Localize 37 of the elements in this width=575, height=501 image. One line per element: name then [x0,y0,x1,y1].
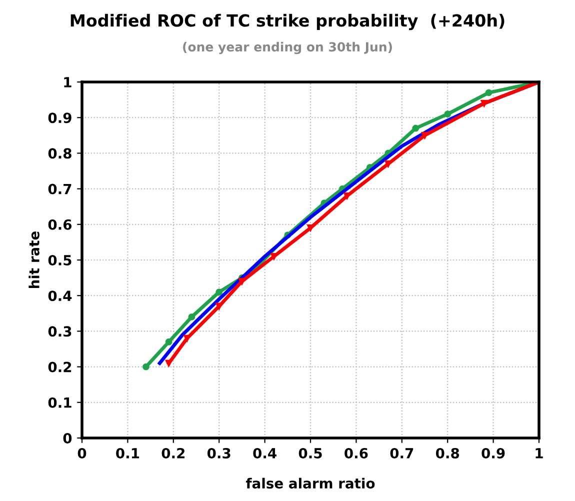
point [412,124,420,132]
x-tick-label: 0.7 [390,448,414,458]
y-tick-label: 0.1 [48,397,72,408]
x-tick-label: 0.4 [253,448,276,458]
chart-subtitle: (one year ending on 30th Jun) [183,42,392,54]
y-axis-title: hit rate [28,231,40,288]
y-tick-label: 0 [63,432,72,444]
point [142,363,150,370]
x-tick-label: 0.3 [207,448,230,458]
y-tick-label: 0.7 [48,184,72,194]
x-tick-label: 0.5 [298,448,322,458]
x-tick-label: 0 [78,448,86,458]
point [216,288,223,296]
y-tick-label: 0.6 [48,219,72,230]
x-axis-title: false alarm ratio [246,478,375,489]
y-tick-label: 1 [64,77,72,88]
point [165,360,172,367]
point [188,313,196,320]
x-tick-label: 0.9 [482,448,505,458]
y-tick-label: 0.9 [48,112,72,124]
x-tick-label: 0.6 [344,448,368,458]
point [485,89,492,96]
point [307,224,314,232]
y-tick-label: 0.2 [48,362,72,372]
point [444,110,452,118]
point [165,338,172,346]
x-tick-label: 0.2 [162,448,184,458]
x-tick-label: 0.8 [436,448,460,458]
y-tick-label: 0.8 [48,148,72,159]
chart-title: Modified ROC of TC strike probability (+240h) [70,14,504,30]
y-tick-label: 0.3 [48,326,72,337]
y-tick-label: 0.4 [48,290,72,302]
x-tick-label: 1 [536,448,543,458]
y-tick-label: 0.5 [48,254,72,266]
point [421,132,428,139]
point [480,100,488,107]
x-tick-label: 0.1 [116,448,140,458]
